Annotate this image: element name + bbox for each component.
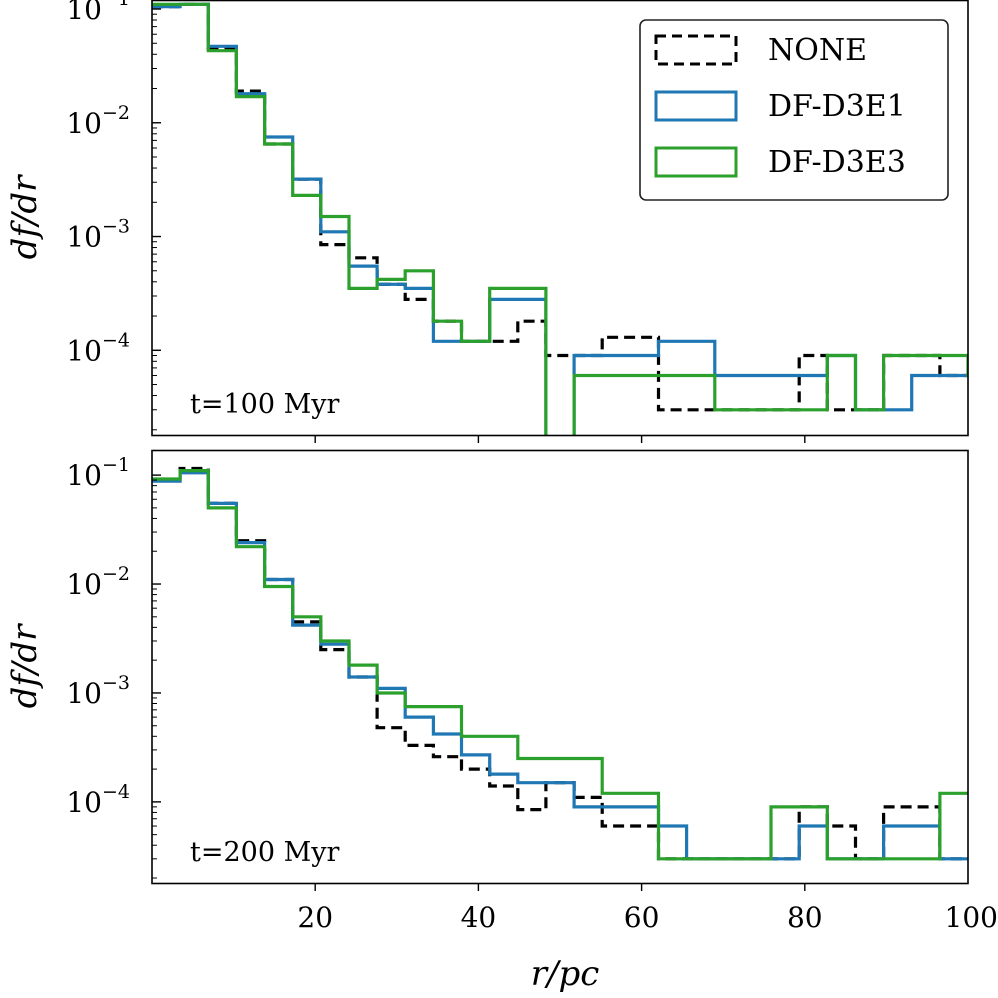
- x-tick-label: 20: [297, 901, 333, 934]
- time-annotation: t=200 Myr: [190, 837, 339, 868]
- x-tick-label: 60: [624, 901, 660, 934]
- legend-label-df-d3e1: DF-D3E1: [768, 89, 906, 124]
- legend: NONE DF-D3E1 DF-D3E3: [639, 19, 949, 201]
- legend-swatch-df-d3e1: [654, 90, 738, 122]
- x-tick-label: 40: [461, 901, 497, 934]
- legend-label-df-d3e3: DF-D3E3: [768, 145, 906, 180]
- panel-top: 10−1 10−2 10−3 10−4 df/dr t=100 Myr: [5, 0, 969, 443]
- y-tick-label: 10−3: [66, 216, 130, 254]
- series-df-d3e3-line: [152, 469, 968, 861]
- series-none-line: [152, 2, 968, 412]
- series-df-d3e3-line: [152, 2, 968, 435]
- legend-box: [639, 19, 949, 201]
- series-none-line: [152, 466, 968, 861]
- y-tick-label: 10−2: [66, 563, 130, 601]
- panel-bottom: 10−1 10−2 10−3 10−4 20 40 60 80 100 df/dr t=200 My…: [5, 449, 998, 934]
- y-tick-label: 10−4: [66, 781, 130, 819]
- x-tick-label: 100: [945, 901, 998, 934]
- series-group: [152, 2, 968, 435]
- plot-frame: [151, 449, 969, 885]
- legend-swatch-df-d3e3: [654, 146, 738, 178]
- y-tick-label: 10−1: [66, 454, 130, 492]
- y-tick-label: 10−4: [66, 329, 130, 367]
- x-axis-label-text: r/pc: [531, 954, 600, 994]
- y-tick-label: 10−1: [66, 0, 130, 26]
- y-axis-label: df/dr: [5, 174, 45, 260]
- legend-label-none: NONE: [768, 33, 867, 68]
- legend-swatch-none: [654, 34, 738, 66]
- y-tick-label: 10−2: [66, 102, 130, 140]
- plot-frame: [151, 0, 969, 437]
- series-group: [152, 466, 968, 861]
- y-axis-label: df/dr: [5, 623, 45, 709]
- y-tick-label: 10−3: [66, 672, 130, 710]
- series-df-d3e1-line: [152, 471, 968, 861]
- time-annotation: t=100 Myr: [190, 389, 339, 420]
- x-axis-label: r/pc: [531, 954, 600, 994]
- x-tick-label: 80: [787, 901, 823, 934]
